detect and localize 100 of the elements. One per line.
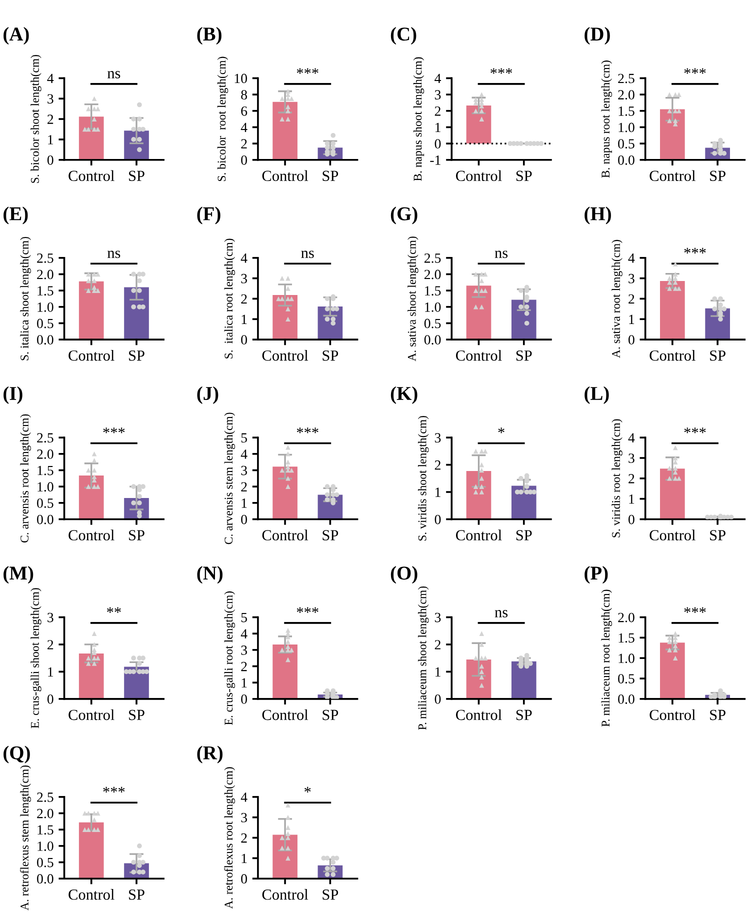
y-tick-label: 1 <box>242 854 247 863</box>
chart-title: (P) <box>584 566 608 584</box>
y-axis-title: A. sativa root length(cm) <box>612 240 622 358</box>
y-tick-label: 2.0 <box>618 90 634 100</box>
x-tick-label: Control <box>262 709 308 720</box>
text: *** <box>490 68 512 74</box>
y-tick-label: 8 <box>241 90 248 100</box>
y-axis-title: S. bicolor shoot length(cm) <box>30 54 42 183</box>
y-tick-label: 4 <box>240 450 248 459</box>
y-tick-label: 1.5 <box>618 106 634 116</box>
y-tick-label: 0 <box>628 514 634 524</box>
y-tick-label: 0 <box>241 335 248 345</box>
x-tick-label: Control <box>68 530 114 540</box>
y-tick-label: 10 <box>234 74 248 84</box>
chart-title: (B) <box>197 26 222 45</box>
y-tick-label: 1 <box>629 494 634 504</box>
y-tick-label: 0 <box>434 139 441 148</box>
y-tick-label: 0.0 <box>618 694 634 704</box>
y-tick-label: 1.0 <box>38 482 54 492</box>
x-tick-label: Control <box>262 530 308 540</box>
x-tick-label: SP <box>322 350 338 361</box>
y-tick-label: 0.5 <box>618 139 634 149</box>
y-tick-label: 4 <box>47 74 54 84</box>
text: *** <box>684 248 706 254</box>
y-tick-label: 1 <box>242 678 247 688</box>
text: ** <box>107 607 121 613</box>
x-tick-label: SP <box>129 890 144 900</box>
x-tick-label: SP <box>129 350 144 361</box>
y-tick-label: 4 <box>628 254 635 263</box>
y-axis-title: P. miliaceum shoot length(cm) <box>418 586 429 730</box>
x-tick-label: SP <box>710 170 726 182</box>
y-tick-label: 3 <box>241 812 247 822</box>
y-tick-label: 2.0 <box>424 270 441 280</box>
y-tick-label: 0.0 <box>37 335 54 345</box>
y-tick-label: 2 <box>434 106 440 116</box>
chart-title: (E) <box>4 206 28 224</box>
annotation: ns <box>107 250 120 258</box>
y-tick-label: 0 <box>241 874 248 884</box>
y-tick-label: 3 <box>434 433 441 443</box>
y-tick-label: 0 <box>628 335 634 345</box>
y-tick-label: 2.0 <box>37 449 54 459</box>
y-axis-title: C. arvensis stem length(cm) <box>224 412 236 544</box>
y-tick-label: 1 <box>48 135 54 144</box>
y-tick-label: 1 <box>629 314 634 324</box>
y-tick-label: 2.5 <box>424 254 441 263</box>
y-tick-label: 2.0 <box>37 808 54 818</box>
y-tick-label: 1.0 <box>618 122 634 132</box>
y-tick-label: 0.5 <box>37 858 54 868</box>
y-axis-title: C. arvensis root length(cm) <box>20 414 31 543</box>
x-tick-label: SP <box>322 170 338 182</box>
y-tick-label: 2 <box>434 640 440 650</box>
y-tick-label: 5 <box>241 612 247 622</box>
y-axis-title: B. napus root length(cm) <box>601 60 612 178</box>
x-tick-label: Control <box>68 709 114 720</box>
x-tick-label: SP <box>322 890 338 900</box>
y-axis-title: S. viridis shoot length(cm) <box>418 416 429 541</box>
y-tick-label: 5 <box>241 433 247 443</box>
y-tick-label: 0.0 <box>37 874 54 884</box>
y-tick-label: 2.5 <box>37 792 54 802</box>
y-tick-label: 3 <box>434 612 441 622</box>
y-tick-label: -1 <box>430 156 440 165</box>
y-axis-title: P. miliaceum root length(cm) <box>601 590 612 727</box>
x-tick-label: SP <box>129 170 144 182</box>
y-tick-label: 6 <box>241 106 248 116</box>
chart-title: (G) <box>390 206 418 224</box>
chart-title: (D) <box>584 26 610 45</box>
text: *** <box>296 607 318 613</box>
chart-title: (N) <box>197 566 223 584</box>
text: *** <box>296 428 318 434</box>
x-tick-label: Control <box>262 889 308 900</box>
y-tick-label: 3 <box>48 94 54 104</box>
annotation: ns <box>107 71 120 78</box>
x-tick-label: SP <box>129 710 144 720</box>
y-tick-label: 0 <box>47 155 54 165</box>
y-tick-label: 0 <box>47 694 54 704</box>
y-tick-label: 0 <box>434 694 441 704</box>
x-tick-label: SP <box>516 530 532 540</box>
text: *** <box>684 428 706 434</box>
y-axis-title: E. crus-galli root length(cm) <box>224 591 236 725</box>
y-tick-label: 0 <box>434 514 441 524</box>
text: *** <box>103 428 125 434</box>
x-tick-label: SP <box>710 530 726 540</box>
y-tick-label: 4 <box>240 792 248 802</box>
y-tick-label: 1 <box>242 314 247 324</box>
x-tick-label: SP <box>322 530 338 540</box>
y-axis-title: E. crus-galli shoot length(cm) <box>30 588 42 728</box>
y-tick-label: 2 <box>434 460 440 470</box>
text: *** <box>684 68 706 74</box>
x-tick-label: Control <box>650 170 696 182</box>
x-tick-label: SP <box>710 710 726 720</box>
chart-title: (F) <box>197 206 220 224</box>
chart-title: (M) <box>4 566 34 584</box>
x-tick-label: Control <box>650 350 696 361</box>
y-tick-label: 2 <box>628 474 634 484</box>
y-tick-label: 1.5 <box>38 825 54 835</box>
y-tick-label: 3 <box>628 274 634 284</box>
y-tick-label: 0.0 <box>37 514 54 524</box>
text: * <box>498 428 504 434</box>
y-tick-label: 2 <box>241 139 247 148</box>
x-tick-label: SP <box>322 710 338 720</box>
